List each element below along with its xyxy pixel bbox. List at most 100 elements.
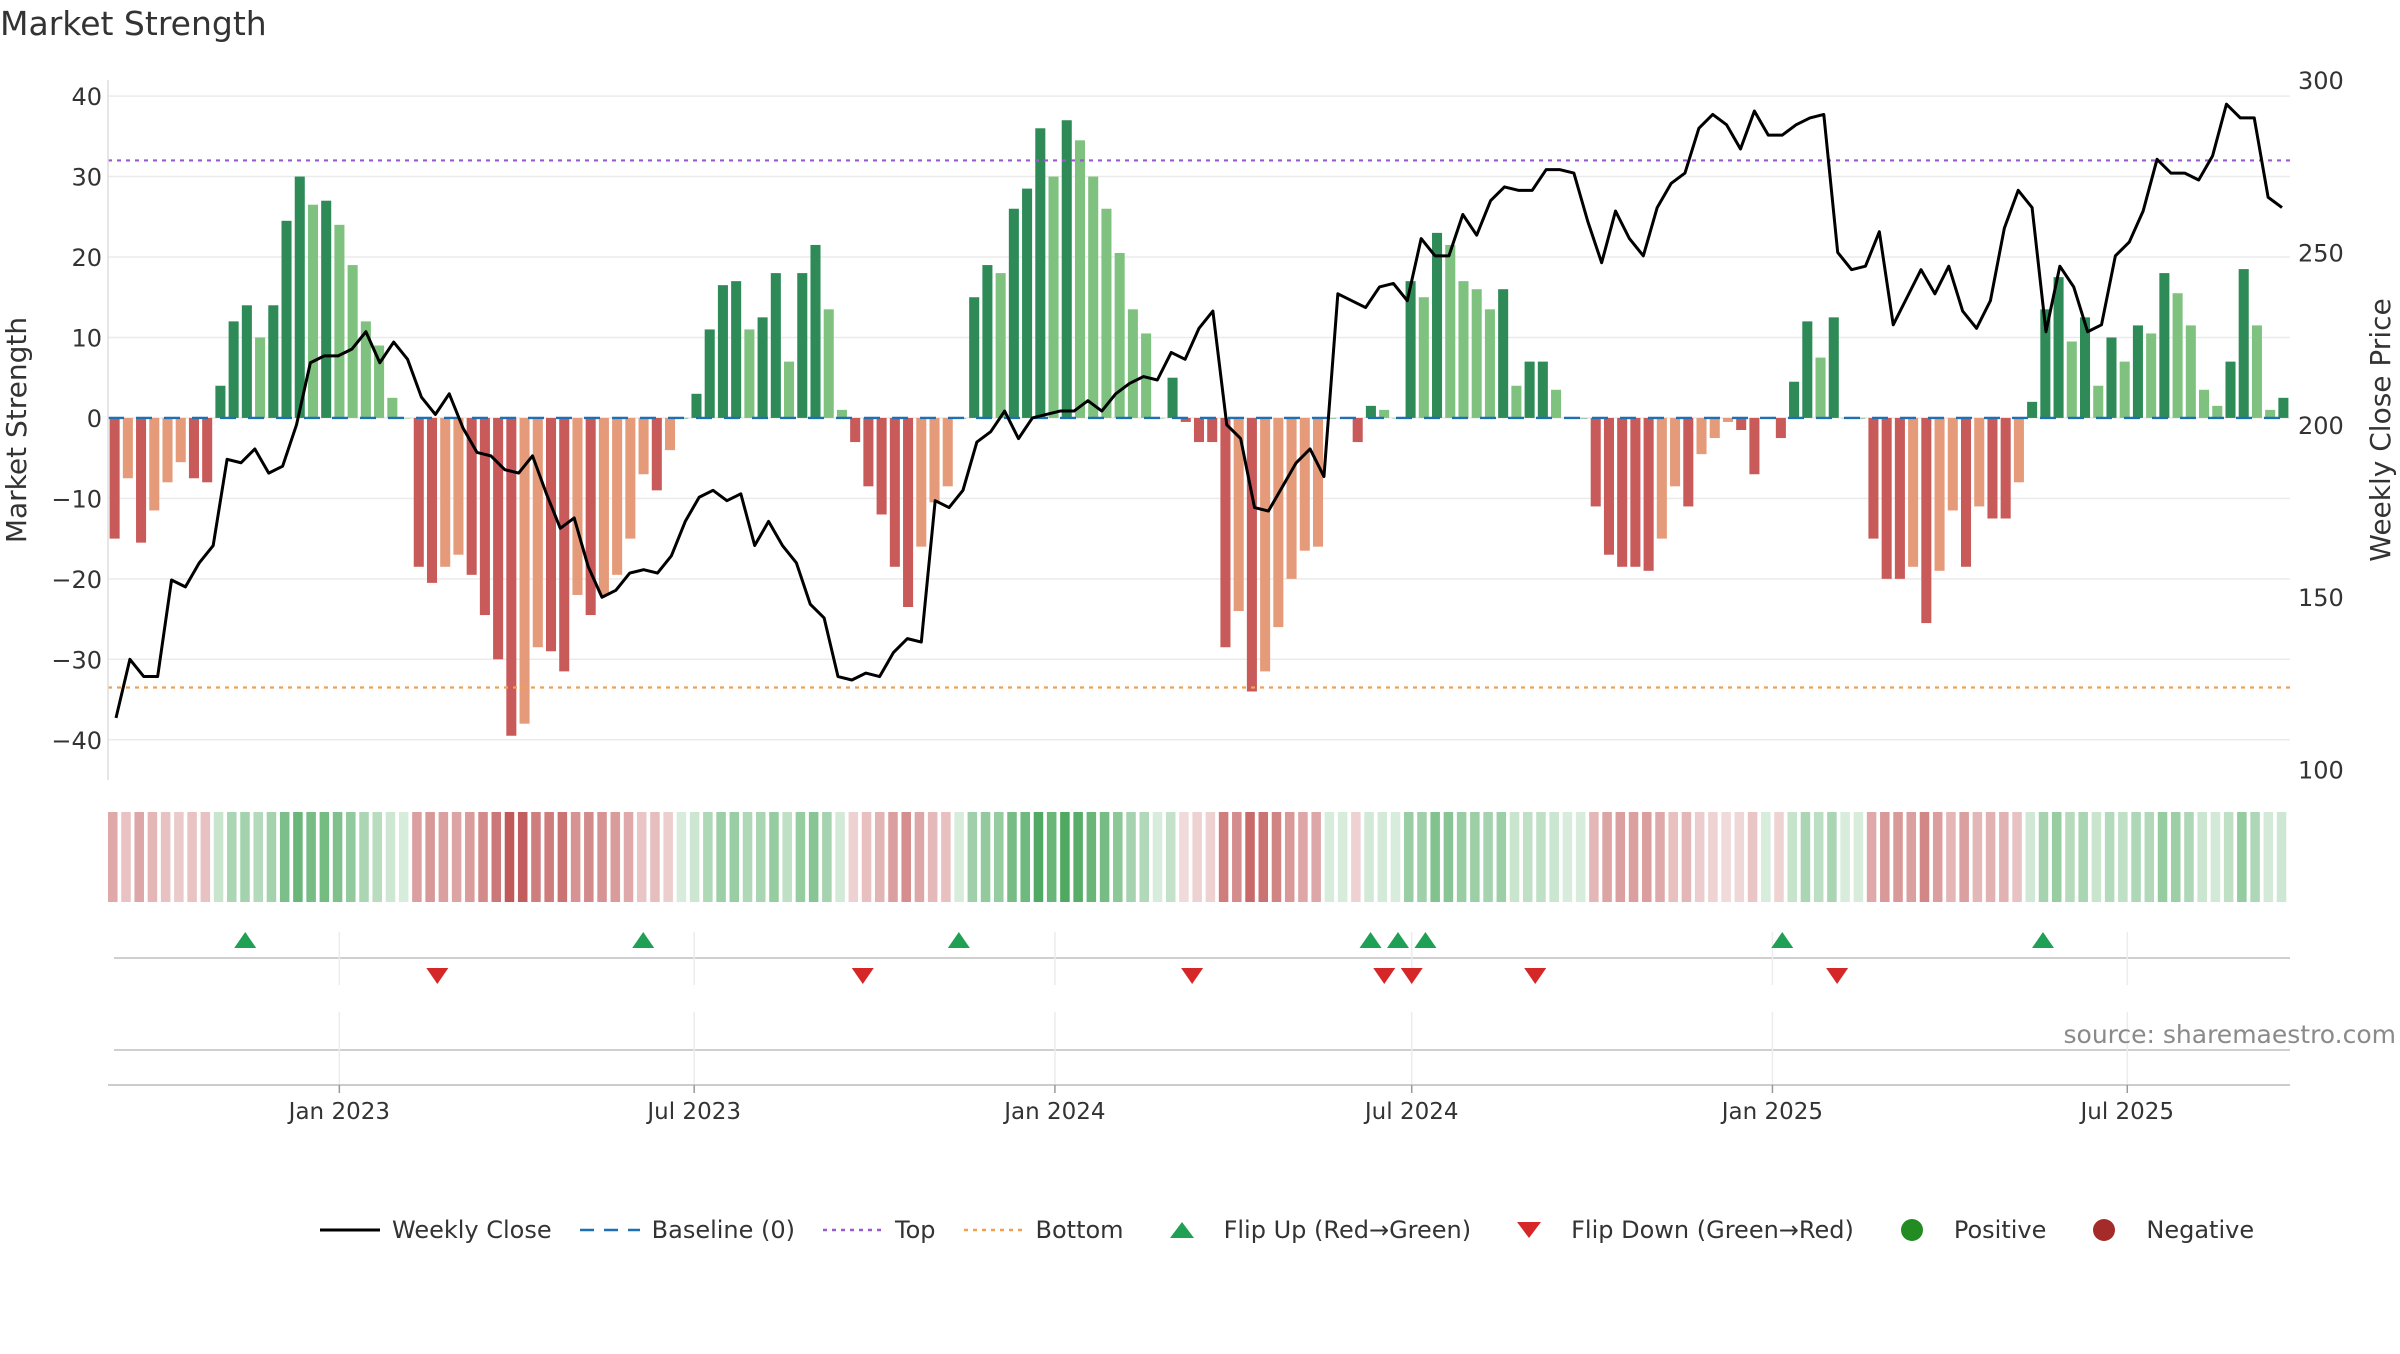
legend-down-icon <box>1517 1222 1542 1238</box>
strength-bar <box>717 285 728 418</box>
legend-label: Flip Down (Green→Red) <box>1571 1216 1854 1244</box>
y-axis-label: Market Strength <box>0 317 33 543</box>
strength-bar <box>1960 417 1972 567</box>
heat-cell <box>1232 812 1242 902</box>
flip-up-marker <box>632 932 655 948</box>
heat-cell <box>689 812 700 902</box>
flip-down-marker <box>426 968 449 984</box>
y2-axis-label: Weekly Close Price <box>2364 298 2397 561</box>
heat-cell <box>1615 812 1626 902</box>
heat-cell <box>2144 812 2155 902</box>
heat-cell <box>1827 812 1837 902</box>
strength-bar <box>466 417 477 575</box>
legend-label: Baseline (0) <box>651 1216 796 1244</box>
heat-cell <box>941 812 951 902</box>
strength-bar <box>1458 281 1469 418</box>
heat-cell <box>279 812 290 902</box>
heat-cell <box>1020 812 1030 902</box>
strength-bar <box>665 417 676 451</box>
heat-cell <box>1866 812 1877 902</box>
strength-bar <box>1815 357 1826 418</box>
heat-cell <box>240 812 250 902</box>
strength-bar <box>2185 325 2196 418</box>
strength-bar <box>413 417 424 567</box>
heat-cell <box>1642 812 1652 902</box>
strength-bar <box>2225 361 2236 418</box>
y-tick-label: 40 <box>71 83 102 111</box>
weekly-close-series <box>114 102 2283 719</box>
heat-cell <box>1880 812 1890 902</box>
strength-bar <box>1193 417 1205 443</box>
strength-bar <box>1987 417 1998 519</box>
heat-cell <box>1774 812 1784 902</box>
legend-label: Flip Up (Red→Green) <box>1223 1216 1472 1244</box>
heat-cell <box>2091 812 2102 902</box>
strength-bar <box>1286 417 1297 579</box>
strength-bar <box>268 305 279 418</box>
heat-cell <box>504 812 515 902</box>
heat-cell <box>742 812 753 902</box>
flip-up-marker <box>234 932 257 948</box>
heat-cell <box>438 812 449 902</box>
heat-cell <box>1813 812 1824 902</box>
strength-bar <box>876 417 887 515</box>
heat-cell <box>1522 812 1533 902</box>
heat-cell <box>1165 812 1176 902</box>
heat-cell <box>1999 812 2009 902</box>
strength-bar <box>1432 232 1443 418</box>
heat-cell <box>967 812 978 902</box>
strength-bar <box>1365 405 1376 418</box>
strength-bar <box>572 417 583 595</box>
x-tick-label: Jul 2023 <box>645 1099 741 1125</box>
strength-bar <box>995 273 1006 418</box>
strength-bar <box>1828 317 1839 418</box>
strength-bar <box>241 305 252 418</box>
strength-bar <box>149 417 160 511</box>
heat-cell <box>954 812 964 902</box>
strength-bar <box>1418 297 1429 418</box>
heat-cell <box>1271 812 1282 902</box>
heat-cell <box>875 812 885 902</box>
strength-bar <box>545 417 557 652</box>
heat-cell <box>121 812 131 902</box>
legend: Weekly Close Baseline (0) Top Bottom Flip Up… <box>320 1210 2282 1250</box>
strength-bar <box>1180 417 1191 422</box>
heat-cell <box>1456 812 1467 902</box>
heat-cell <box>1113 812 1123 902</box>
strength-bar <box>1722 417 1733 422</box>
heat-cell <box>1893 812 1903 902</box>
heat-cell <box>1562 812 1573 902</box>
strength-bar <box>1260 417 1271 672</box>
flip-down-marker <box>1826 968 1849 984</box>
strength-bar <box>903 417 914 608</box>
heat-cell <box>1496 812 1507 902</box>
heat-cell <box>1985 812 1996 902</box>
strength-bar <box>1855 417 1866 419</box>
strength-bar <box>453 417 464 555</box>
legend-item-line: Weekly Close <box>320 1216 552 1244</box>
heat-cell <box>398 812 409 902</box>
strength-bar <box>598 417 609 595</box>
heat-cell <box>200 812 211 902</box>
heat-cell <box>636 812 647 902</box>
heat-cell <box>1152 812 1163 902</box>
strength-bar <box>440 417 451 567</box>
heat-cell <box>1840 812 1850 902</box>
strength-bar <box>1127 309 1138 418</box>
strength-bar <box>1008 208 1019 418</box>
flip-up-marker <box>1414 932 1437 948</box>
source-watermark: source: sharemaestro.com <box>2063 1020 2397 1049</box>
strength-bar <box>506 417 517 736</box>
strength-bar <box>202 417 213 483</box>
strength-bar <box>1061 120 1072 418</box>
heat-cell <box>2210 812 2221 902</box>
strength-bar <box>1167 377 1178 418</box>
strength-bar <box>2146 333 2157 418</box>
flip-markers-panel <box>114 932 2290 1085</box>
heat-cell <box>517 812 528 902</box>
heat-cell <box>1139 812 1150 902</box>
legend-item-baseline: Baseline (0) <box>579 1216 796 1244</box>
heat-cell <box>1205 812 1216 902</box>
heat-cell <box>994 812 1004 902</box>
y-tick-label: 20 <box>71 244 102 272</box>
